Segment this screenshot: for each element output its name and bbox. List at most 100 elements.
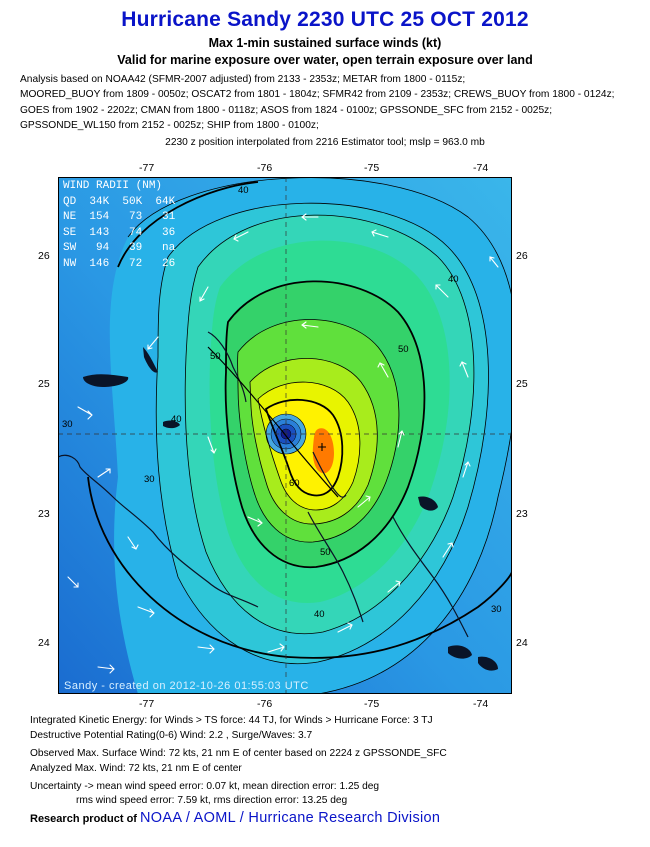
wind-vector bbox=[435, 284, 449, 298]
contour-60kt bbox=[249, 357, 378, 525]
contour-label: 30 bbox=[491, 604, 502, 615]
coastline-long-island bbox=[307, 511, 364, 623]
wind-radii-table: WIND RADII (NM) QD 34K 50K 64K NE 154 73… bbox=[63, 179, 175, 273]
wind-vector bbox=[489, 256, 499, 268]
lon-tick-top: -74 bbox=[473, 162, 489, 174]
subtitle-wind-units: Max 1-min sustained surface winds (kt) bbox=[208, 36, 442, 50]
lon-tick-bottom: -74 bbox=[473, 698, 489, 710]
contour-34kt-bold bbox=[87, 181, 512, 659]
coastline-exuma bbox=[312, 451, 347, 498]
contour-label: 40 bbox=[314, 609, 325, 620]
chart-title: Hurricane Sandy 2230 UTC 25 OCT 2012 bbox=[121, 8, 529, 31]
wind-vector bbox=[127, 536, 139, 550]
research-label: Research product of bbox=[30, 813, 137, 825]
wind-radii-row: SW 94 39 na bbox=[63, 242, 176, 255]
contour-label: 30 bbox=[62, 419, 73, 430]
wind-vector bbox=[207, 436, 217, 454]
island-grand-bahama bbox=[83, 374, 129, 387]
analysis-line: GOES from 1902 - 2202z; CMAN from 1800 -… bbox=[20, 104, 553, 116]
lat-tick-left: 23 bbox=[38, 508, 50, 520]
wind-vector bbox=[301, 213, 319, 221]
wind-radii-row: SE 143 74 36 bbox=[63, 226, 176, 239]
lat-tick-right: 24 bbox=[516, 637, 528, 649]
contour-label: 50 bbox=[398, 344, 409, 355]
analysis-line: MOORED_BUOY from 1809 - 0050z; OSCAT2 fr… bbox=[20, 89, 615, 101]
wind-vector bbox=[377, 362, 389, 378]
contour-label: 60 bbox=[289, 478, 300, 489]
lat-tick-left: 26 bbox=[38, 250, 50, 262]
island-new-providence bbox=[163, 420, 180, 429]
observed-max-line: Observed Max. Surface Wind: 72 kts, 21 n… bbox=[30, 748, 447, 759]
contour-label: 50 bbox=[210, 351, 221, 362]
wind-radii-row: NW 146 72 26 bbox=[63, 257, 176, 270]
map-frame bbox=[58, 177, 512, 694]
position-note: 2230 z position interpolated from 2216 E… bbox=[165, 137, 485, 148]
wind-field-map: 40 40 40 40 50 50 50 60 30 30 30 bbox=[58, 177, 512, 694]
wind-vector bbox=[357, 495, 371, 508]
analysis-sources: Analysis based on NOAA42 (SFMR-2007 adju… bbox=[20, 72, 645, 134]
lon-tick-top: -77 bbox=[139, 162, 155, 174]
lat-tick-right: 26 bbox=[516, 250, 528, 262]
wind-vector bbox=[67, 576, 79, 588]
wind-vector bbox=[442, 542, 454, 558]
coastline-cuba bbox=[58, 454, 259, 608]
wind-radii-title: WIND RADII (NM) bbox=[63, 180, 163, 192]
island-caicos bbox=[478, 656, 498, 671]
lat-tick-right: 23 bbox=[516, 508, 528, 520]
contour-35kt bbox=[155, 202, 489, 664]
lat-tick-left: 25 bbox=[38, 378, 50, 390]
wind-vector bbox=[97, 468, 111, 478]
wind-radii-row: NE 154 73 31 bbox=[63, 211, 176, 224]
contour-label: 40 bbox=[171, 414, 182, 425]
analysis-line: Analysis based on NOAA42 (SFMR-2007 adju… bbox=[20, 74, 466, 85]
contour-label: 40 bbox=[448, 274, 459, 285]
org-link[interactable]: NOAA / AOML / Hurricane Research Divisio… bbox=[140, 810, 441, 826]
coastline-cat-island bbox=[392, 516, 469, 638]
contour-64kt-bold bbox=[264, 398, 344, 497]
wind-vector bbox=[233, 231, 249, 242]
ike-line: Integrated Kinetic Energy: for Winds > T… bbox=[30, 715, 433, 726]
island-abaco bbox=[143, 347, 158, 373]
island-acklins bbox=[418, 496, 438, 511]
contour-30kt bbox=[127, 177, 512, 694]
lon-tick-top: -76 bbox=[257, 162, 273, 174]
contour-50kt-bold bbox=[224, 280, 426, 568]
coastline-andros bbox=[207, 331, 247, 403]
dpr-line: Destructive Potential Rating(0-6) Wind: … bbox=[30, 730, 313, 741]
analysis-line: GPSSONDE_WL150 from 2152 - 0025z; SHIP f… bbox=[20, 120, 319, 132]
contour-label: 40 bbox=[238, 185, 249, 196]
lon-tick-bottom: -76 bbox=[257, 698, 273, 710]
wind-vector bbox=[137, 606, 155, 618]
wind-vector bbox=[267, 643, 285, 653]
contour-55kt bbox=[237, 319, 400, 543]
wind-vector bbox=[337, 622, 353, 633]
lat-tick-right: 25 bbox=[516, 378, 528, 390]
wind-vector bbox=[247, 516, 263, 527]
max-wind-marker bbox=[318, 443, 326, 451]
storm-track bbox=[207, 346, 339, 498]
contour-label: 50 bbox=[320, 547, 331, 558]
wind-vector bbox=[301, 321, 319, 329]
subtitle-exposure: Valid for marine exposure over water, op… bbox=[117, 53, 533, 67]
lon-tick-top: -75 bbox=[364, 162, 380, 174]
wind-radii-header: QD 34K 50K 64K bbox=[63, 195, 176, 208]
wind-vector bbox=[197, 644, 215, 654]
uncertainty-line: Uncertainty -> mean wind speed error: 0.… bbox=[30, 781, 380, 792]
lat-tick-left: 24 bbox=[38, 637, 50, 649]
wind-vector bbox=[199, 286, 209, 302]
lon-tick-bottom: -77 bbox=[139, 698, 155, 710]
map-credit: Sandy - created on 2012-10-26 01:55:03 U… bbox=[64, 680, 309, 692]
island-inagua bbox=[448, 645, 472, 659]
wind-vector bbox=[462, 461, 471, 478]
wind-vector bbox=[77, 406, 93, 420]
contour-label: 30 bbox=[144, 474, 155, 485]
lon-tick-bottom: -75 bbox=[364, 698, 380, 710]
wind-vector bbox=[387, 580, 401, 593]
wind-vector bbox=[459, 361, 469, 378]
contour-40kt bbox=[184, 214, 475, 634]
wind-vector bbox=[147, 336, 159, 350]
analyzed-max-line: Analyzed Max. Wind: 72 kts, 21 nm E of c… bbox=[30, 763, 242, 774]
uncertainty-line: rms wind speed error: 7.59 kt, rms direc… bbox=[76, 795, 348, 806]
wind-vector bbox=[397, 430, 405, 448]
wind-vector bbox=[97, 664, 115, 674]
